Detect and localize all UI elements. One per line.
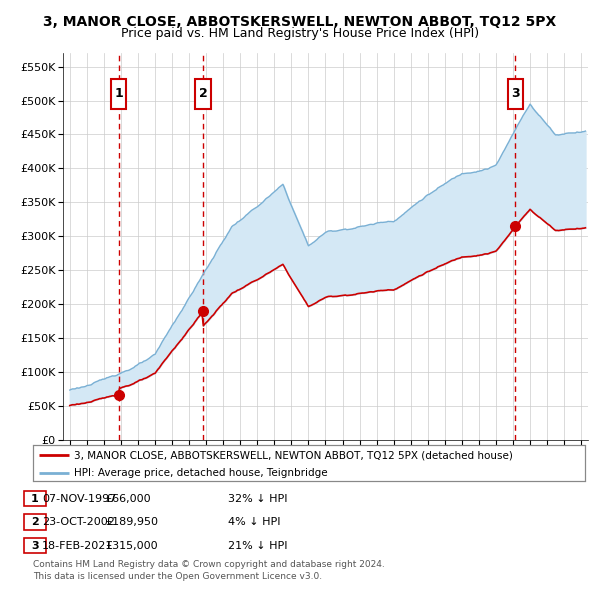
FancyBboxPatch shape bbox=[508, 79, 523, 109]
Text: 2: 2 bbox=[31, 517, 38, 527]
Text: 07-NOV-1997: 07-NOV-1997 bbox=[42, 494, 116, 503]
Text: 3, MANOR CLOSE, ABBOTSKERSWELL, NEWTON ABBOT, TQ12 5PX (detached house): 3, MANOR CLOSE, ABBOTSKERSWELL, NEWTON A… bbox=[74, 450, 513, 460]
Text: HPI: Average price, detached house, Teignbridge: HPI: Average price, detached house, Teig… bbox=[74, 468, 328, 478]
Text: 32% ↓ HPI: 32% ↓ HPI bbox=[228, 494, 287, 503]
Text: This data is licensed under the Open Government Licence v3.0.: This data is licensed under the Open Gov… bbox=[33, 572, 322, 581]
Text: 4% ↓ HPI: 4% ↓ HPI bbox=[228, 517, 281, 527]
Text: 21% ↓ HPI: 21% ↓ HPI bbox=[228, 541, 287, 550]
Text: Contains HM Land Registry data © Crown copyright and database right 2024.: Contains HM Land Registry data © Crown c… bbox=[33, 560, 385, 569]
Text: 23-OCT-2002: 23-OCT-2002 bbox=[42, 517, 115, 527]
Text: 18-FEB-2021: 18-FEB-2021 bbox=[42, 541, 113, 550]
Text: 3: 3 bbox=[511, 87, 520, 100]
Text: £66,000: £66,000 bbox=[105, 494, 151, 503]
Text: 1: 1 bbox=[114, 87, 123, 100]
FancyBboxPatch shape bbox=[195, 79, 211, 109]
Text: 2: 2 bbox=[199, 87, 208, 100]
Text: Price paid vs. HM Land Registry's House Price Index (HPI): Price paid vs. HM Land Registry's House … bbox=[121, 27, 479, 40]
Text: £315,000: £315,000 bbox=[105, 541, 158, 550]
Text: 1: 1 bbox=[31, 494, 38, 503]
Text: 3: 3 bbox=[31, 541, 38, 550]
FancyBboxPatch shape bbox=[111, 79, 126, 109]
Text: 3, MANOR CLOSE, ABBOTSKERSWELL, NEWTON ABBOT, TQ12 5PX: 3, MANOR CLOSE, ABBOTSKERSWELL, NEWTON A… bbox=[43, 15, 557, 29]
Text: £189,950: £189,950 bbox=[105, 517, 158, 527]
